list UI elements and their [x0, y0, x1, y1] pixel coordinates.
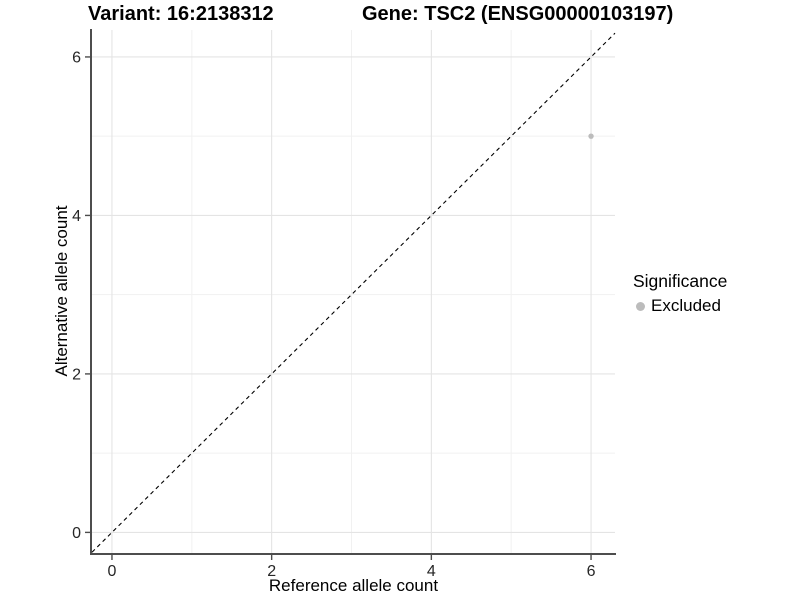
variant-title: Variant: 16:2138312 — [88, 3, 274, 25]
x-tick-label: 6 — [587, 563, 596, 580]
legend-title: Significance — [633, 271, 728, 291]
y-tick-label: 0 — [72, 525, 81, 542]
gene-title: Gene: TSC2 (ENSG00000103197) — [362, 3, 674, 25]
identity-line — [91, 32, 616, 553]
legend-item-excluded: Excluded — [633, 296, 727, 316]
y-tick-label: 6 — [72, 49, 81, 66]
x-axis-title: Reference allele count — [268, 576, 439, 595]
legend-item-label: Excluded — [651, 296, 721, 315]
y-tick-label: 2 — [72, 366, 81, 383]
y-axis-title: Alternative allele count — [52, 205, 71, 377]
y-tick-label: 4 — [72, 208, 81, 225]
x-tick-label: 0 — [108, 563, 117, 580]
x-tick-label: 2 — [267, 563, 276, 580]
data-point — [588, 133, 594, 139]
legend: Significance Excluded — [633, 271, 727, 316]
x-tick-label: 4 — [427, 563, 436, 580]
legend-point-icon — [636, 301, 645, 311]
